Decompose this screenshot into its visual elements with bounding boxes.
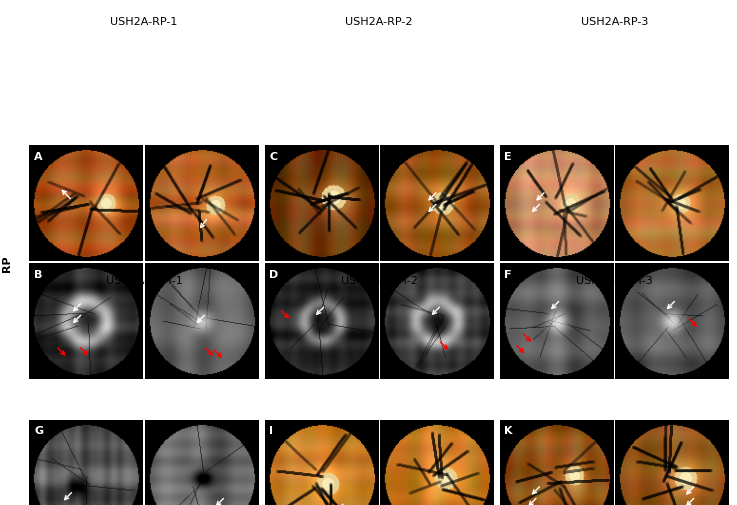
Text: I: I — [269, 426, 273, 435]
Text: E: E — [504, 152, 512, 162]
Text: USH2A-USH-3: USH2A-USH-3 — [576, 276, 653, 286]
Text: A: A — [34, 152, 43, 162]
Text: USH2A-RP-3: USH2A-RP-3 — [581, 17, 648, 27]
Text: RP: RP — [2, 255, 13, 271]
Text: USH2A-USH-2: USH2A-USH-2 — [340, 276, 418, 286]
Text: USH2A-RP-1: USH2A-RP-1 — [111, 17, 178, 27]
Text: C: C — [269, 152, 277, 162]
Text: B: B — [34, 270, 43, 279]
Text: USH2A-RP-2: USH2A-RP-2 — [346, 17, 413, 27]
Text: USH2A-USH-1: USH2A-USH-1 — [105, 276, 183, 286]
Text: F: F — [504, 270, 511, 279]
Text: K: K — [504, 426, 513, 435]
Text: D: D — [269, 270, 279, 279]
Text: G: G — [34, 426, 43, 435]
